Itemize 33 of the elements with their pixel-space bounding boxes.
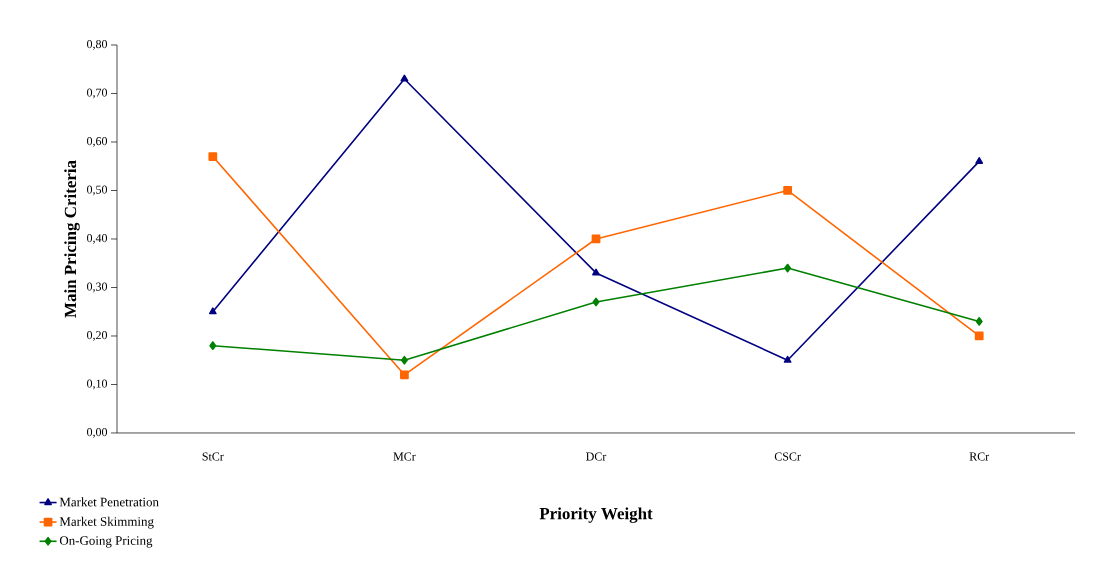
point	[592, 297, 600, 307]
point	[400, 370, 409, 380]
y-tick-label: 0,00	[87, 428, 108, 438]
point	[975, 317, 983, 326]
point	[975, 157, 984, 164]
y-axis-title: Main Pricing Criteria	[64, 160, 80, 318]
point	[400, 355, 408, 365]
point	[592, 268, 600, 276]
x-tick-label: DCr	[586, 452, 607, 461]
y-tick-label: 0,50	[87, 185, 108, 196]
point	[783, 186, 792, 195]
legend-label: On-Going Pricing	[59, 536, 153, 548]
x-tick-label: RCr	[969, 452, 990, 461]
y-tick-label: 0,80	[87, 40, 108, 50]
x-axis-title: Priority Weight	[539, 507, 653, 523]
x-tick-label: StCr	[202, 452, 224, 461]
y-tick-label: 0,10	[87, 379, 108, 390]
point	[208, 152, 218, 161]
y-tick-label: 0,30	[87, 282, 108, 293]
point	[209, 341, 217, 351]
legend-label: Market Skimming	[59, 516, 154, 529]
x-tick-label: CSCr	[774, 452, 801, 461]
y-tick-label: 0,20	[87, 331, 108, 341]
y-tick-label: 0,60	[87, 137, 108, 147]
point	[400, 74, 409, 82]
point	[974, 331, 984, 341]
x-tick-label: MCr	[393, 452, 416, 461]
legend-label: Market Penetration	[59, 497, 159, 507]
point	[783, 355, 792, 363]
point	[784, 263, 792, 273]
y-tick-label: 0,40	[87, 234, 108, 244]
point	[208, 307, 217, 315]
y-tick-label: 0,70	[87, 88, 108, 99]
